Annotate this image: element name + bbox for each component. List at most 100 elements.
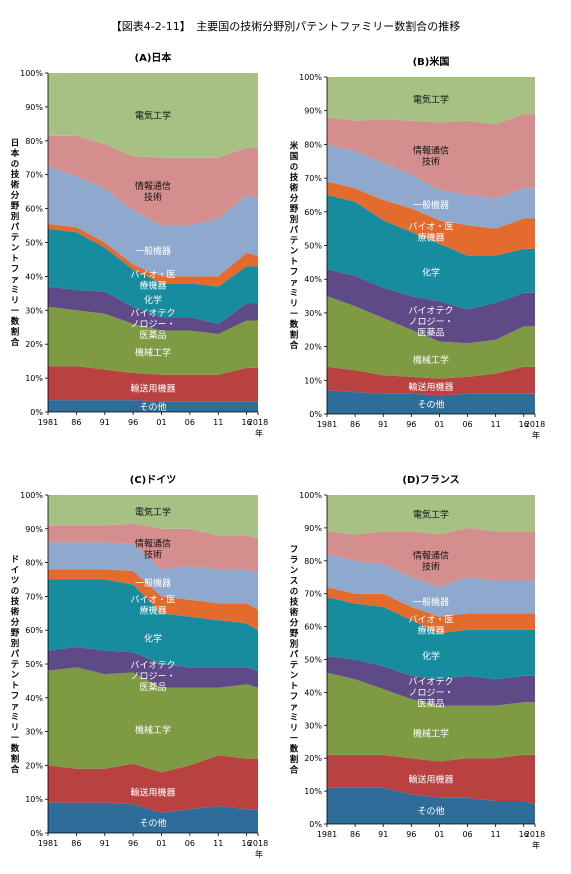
y-tick-label: 20% [25,761,43,770]
x-tick-label: 06 [462,420,472,429]
x-tick-label: 1981 [38,839,58,848]
x-tick-label: 16 [519,830,529,839]
area-label-yusoyo-kiki: 輸送用機器 [408,774,453,786]
x-unit-label: 年 [255,428,263,438]
y-axis-title-char: 分 [11,617,20,628]
y-axis-title-char: ミ [11,712,20,722]
y-axis-title-char: ミ [290,713,299,723]
area-label-bio-iryokiki: バイオ・医 [130,594,175,605]
y-tick-label: 70% [25,171,43,180]
area-label-bio-iyakuhin: バイオテク [408,305,453,316]
area-label-kikai-kogaku: 機械工学 [135,347,171,359]
y-axis-title-char: ト [290,257,299,267]
y-tick-label: 90% [304,107,322,116]
y-axis-title-char: ン [290,247,299,257]
area-label-yusoyo-kiki: 輸送用機器 [408,381,453,393]
area-label-bio-iyakuhin: バイオテク [408,676,453,687]
x-tick-label: 2018 [248,418,268,427]
y-axis-title-char: パ [11,648,20,659]
y-axis-title-char: リ [290,724,299,734]
y-axis-title-char: フ [290,545,299,555]
x-tick-label: 01 [156,839,166,848]
x-tick-label: 2018 [248,839,268,848]
y-axis-title-char: ー [290,734,299,744]
area-joho-tsushin [327,527,535,588]
y-tick-label: 80% [304,557,322,566]
area-joho-tsushin [48,135,258,226]
area-label-sonota: その他 [417,399,444,411]
area-ippan-kiki [48,166,258,277]
area-label-joho-tsushin: 技術 [422,560,440,572]
area-joho-tsushin [48,523,258,573]
y-tick-label: 0% [30,829,43,838]
y-axis-title-char: 割 [290,330,299,341]
x-tick-label: 1981 [317,420,337,429]
area-label-denki-kogaku: 電気工学 [413,509,449,521]
y-tick-label: 10% [25,374,43,383]
area-label-ippan-kiki: 一般機器 [135,245,171,257]
area-joho-tsushin [327,114,535,199]
y-tick-label: 80% [304,140,322,149]
y-axis-title-char: ツ [11,576,20,586]
x-tick-label: 86 [350,830,360,839]
y-tick-label: 50% [25,660,43,669]
area-sonota [48,400,258,412]
area-label-yusoyo-kiki: 輸送用機器 [130,382,175,394]
panel-d: (D)フランス その他 輸送用機器 機械工学 バイオテク ノロジー・ 医薬品 化学 バイオ・医療… [285,458,571,868]
area-kagaku [48,579,258,671]
area-label-denki-kogaku: 電気工学 [413,94,449,106]
x-tick-label: 06 [462,830,472,839]
area-kikai-kogaku [48,306,258,375]
y-axis-title-char: 日 [11,139,20,149]
y-axis-title-char: フ [290,692,299,702]
figure-title: 【図表4-2-11】 主要国の技術分野別パテントファミリー数割合の推移 [110,20,461,33]
y-axis-title-char: 米 [290,141,299,152]
area-kagaku [48,228,258,324]
area-yusoyo-kiki [48,366,258,402]
y-axis-title-char: リ [11,296,20,306]
area-sonota [327,787,535,824]
area-kagaku [327,597,535,680]
y-tick-label: 80% [25,137,43,146]
x-tick-label: 96 [128,839,138,848]
y-tick-label: 20% [25,340,43,349]
y-axis-title-char: フ [11,265,20,275]
y-axis-title-char: 数 [290,319,299,330]
y-tick-label: 20% [304,754,322,763]
y-tick-label: 0% [309,410,322,419]
y-tick-label: 60% [25,626,43,635]
y-axis-title-char: 別 [10,211,20,222]
y-axis-title-char: ァ [11,702,20,712]
y-tick-label: 0% [309,820,322,829]
y-tick-label: 10% [304,787,322,796]
y-axis-title-char: テ [290,236,299,246]
y-axis-title-char: 数 [11,316,20,327]
y-axis-title-char: ー [11,307,20,317]
y-tick-label: 60% [304,208,322,217]
area-bio-iyakuhin [327,269,535,344]
area-yusoyo-kiki [327,366,535,396]
area-label-kikai-kogaku: 機械工学 [135,724,171,736]
y-axis-title-char: 術 [289,607,299,618]
area-label-bio-iryokiki: 療機器 [139,279,166,291]
y-axis-title-char: 割 [11,327,20,338]
x-tick-label: 96 [406,420,416,429]
y-axis-title-char: ン [290,566,299,576]
y-axis-title-char: 割 [290,754,299,765]
y-tick-label: 30% [25,728,43,737]
area-ippan-kiki [327,144,535,229]
area-label-ippan-kiki: 一般機器 [413,596,449,608]
y-axis-title-char: テ [11,660,20,670]
x-tick-label: 2018 [525,420,545,429]
y-axis-title-char: ン [11,244,20,254]
x-tick-label: 86 [71,839,81,848]
y-axis-title-char: ト [290,682,299,692]
y-axis-title-char: 技 [11,169,20,180]
y-axis-title-char: ァ [290,703,299,713]
y-axis-title-char: 割 [11,753,20,764]
x-unit-label: 年 [532,840,540,850]
area-label-bio-iryokiki: 療機器 [417,625,444,637]
y-axis-title-char: ミ [290,289,299,299]
x-tick-label: 11 [491,420,501,429]
